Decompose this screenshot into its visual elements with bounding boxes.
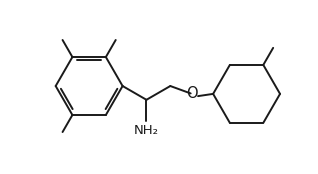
Text: NH₂: NH₂	[134, 124, 159, 137]
Text: O: O	[186, 86, 197, 101]
